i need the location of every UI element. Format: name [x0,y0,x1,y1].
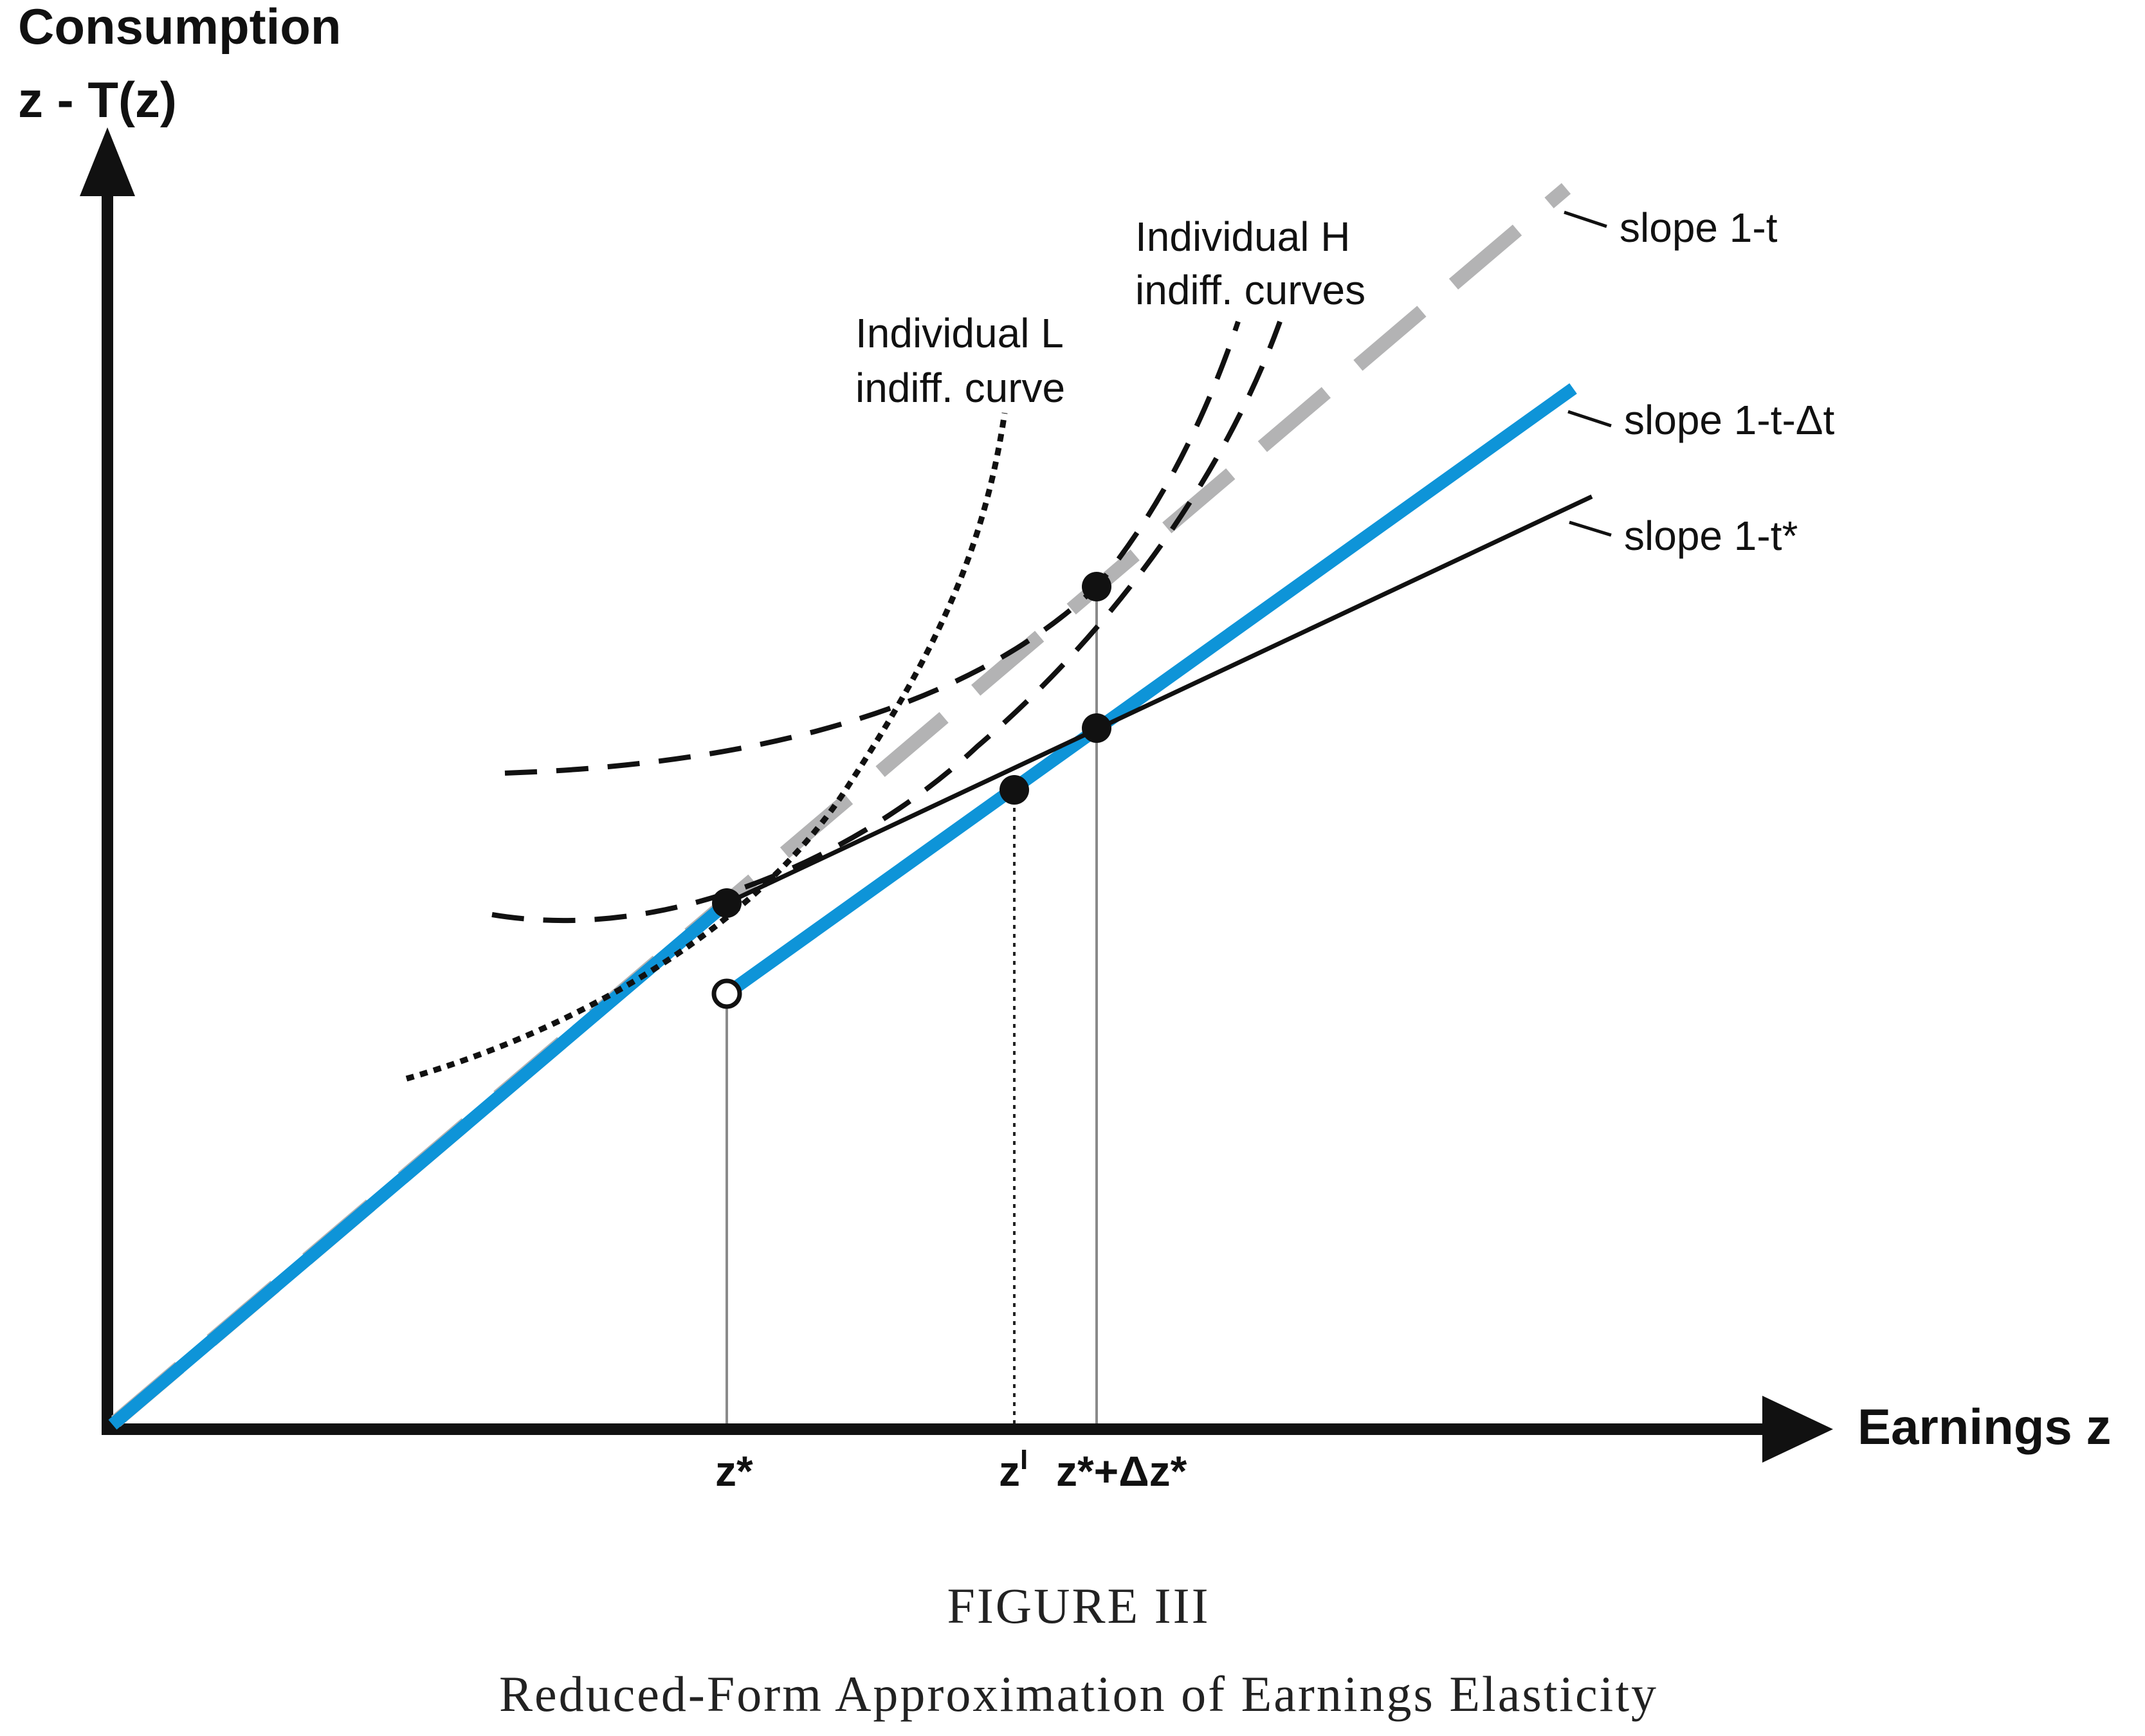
label-individual-h-line2: indiff. curves [1135,267,1365,313]
individual-h-indiff-curve-low [491,320,1282,924]
figure-number: III [1155,1578,1210,1634]
label-slope-1-t: slope 1-t [1620,205,1778,251]
y-axis-title-line2: z - T(z) [18,71,177,128]
x-axis-title: Earnings z [1857,1398,2111,1455]
x-axis-arrow [1762,1396,1833,1463]
figure-title: Reduced-Form Approximation of Earnings E… [499,1666,1658,1722]
individual-l-indiff-curve [405,412,1008,1082]
budget-line-blue-upper [723,383,1577,1000]
leader-slope-1-t-dt [1567,410,1612,428]
point-z-star-kink [712,888,742,918]
label-slope-1-t-star: slope 1-t* [1624,513,1798,559]
label-slope-1-t-dt: slope 1-t-Δt [1624,397,1835,443]
line-slope-1-t-star [726,494,1593,906]
leader-slope-1-t [1564,210,1607,228]
point-z-i [999,775,1029,805]
tick-z-i: zI [999,1444,1028,1495]
y-axis-title-line1: Consumption [18,0,342,55]
figure-word: FIGURE [947,1578,1140,1634]
drop-lines [726,587,1098,1423]
point-h-tangent-high [1082,572,1111,601]
budget-line-slope-1-t-dt [108,898,731,1430]
tick-z-i-sup: I [1020,1444,1028,1476]
points [711,572,1111,1009]
point-z-star-dz [1082,713,1111,743]
label-individual-h-line1: Individual H [1135,214,1350,260]
figure-label: FIGURE III [947,1578,1210,1634]
tick-z-star: z* [715,1447,753,1495]
label-individual-l-line2: indiff. curve [855,365,1065,411]
label-individual-l-line1: Individual L [855,310,1064,356]
tick-z-i-base: z [999,1447,1020,1495]
point-z-star-open [711,978,742,1009]
axes [80,127,1833,1463]
tick-z-star-dz: z*+Δz* [1056,1447,1187,1495]
label-leaders [1564,210,1612,537]
leader-slope-1-t-star [1569,520,1612,537]
y-axis-arrow [80,127,135,196]
